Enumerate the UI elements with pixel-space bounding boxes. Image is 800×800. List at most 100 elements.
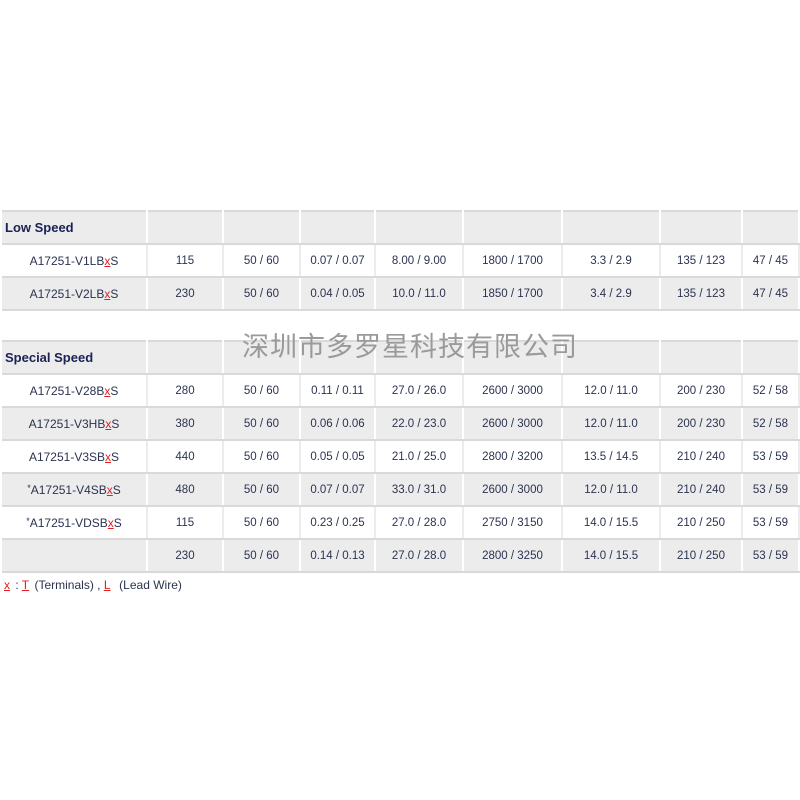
model-cell: *A17251-VDSBxS [2,505,148,540]
value-cell: 8.00 / 9.00 [375,243,464,278]
value-cell: 0.23 / 0.25 [300,505,376,540]
header-cell [300,210,376,245]
header-cell [375,340,464,375]
value-cell: 2600 / 3000 [463,472,563,507]
model-suffix: S [111,449,120,464]
table-row: A17251-V3SBxS 440 50 / 60 0.05 / 0.05 21.0 /… [2,439,800,474]
value-cell: 135 / 123 [660,276,743,311]
value-cell: 480 [147,472,224,507]
table-row: 230 50 / 60 0.14 / 0.13 27.0 / 28.0 2800 / 3… [2,538,800,573]
value-cell: 50 / 60 [223,538,301,573]
value-cell: 53 / 59 [742,505,800,540]
value-cell: 0.04 / 0.05 [300,276,376,311]
model-cell [2,538,148,573]
table-row: A17251-V2LBxS 230 50 / 60 0.04 / 0.05 10.0 /… [2,276,800,311]
value-cell: 12.0 / 11.0 [562,373,661,408]
value-cell: 27.0 / 26.0 [375,373,464,408]
value-cell: 50 / 60 [223,243,301,278]
model-prefix: A17251-V4SB [30,482,107,497]
model-cell: A17251-V3SBxS [2,439,148,474]
value-cell: 14.0 / 15.5 [562,538,661,573]
value-cell: 1800 / 1700 [463,243,563,278]
value-cell: 2800 / 3250 [463,538,563,573]
footnote-t-label: (Terminals) , [31,578,104,592]
value-cell: 2800 / 3200 [463,439,563,474]
value-cell: 52 / 58 [742,406,800,441]
footnote-sep: : [12,578,22,592]
model-x: x [104,253,111,268]
model-x: x [107,515,114,530]
header-cell [223,210,301,245]
model-prefix: A17251-VDSB [29,515,108,530]
footnote-x: x [4,578,10,592]
value-cell: 12.0 / 11.0 [562,406,661,441]
value-cell: 3.4 / 2.9 [562,276,661,311]
header-cell [562,340,661,375]
value-cell: 50 / 60 [223,505,301,540]
value-cell: 50 / 60 [223,373,301,408]
value-cell: 135 / 123 [660,243,743,278]
value-cell: 3.3 / 2.9 [562,243,661,278]
footnote: x : T (Terminals) , L (Lead Wire) [4,578,182,592]
model-suffix: S [110,383,119,398]
value-cell: 0.11 / 0.11 [300,373,376,408]
footnote-l: L [103,578,111,592]
model-prefix: A17251-V28B [29,383,105,398]
value-cell: 50 / 60 [223,472,301,507]
value-cell: 50 / 60 [223,406,301,441]
value-cell: 53 / 59 [742,538,800,573]
table-row: A17251-V1LBxS 115 50 / 60 0.07 / 0.07 8.00 /… [2,243,800,278]
header-cell [742,210,800,245]
value-cell: 380 [147,406,224,441]
model-suffix: S [110,253,119,268]
value-cell: 0.07 / 0.07 [300,472,376,507]
value-cell: 210 / 240 [660,472,743,507]
section-header-row: Special Speed [2,340,800,375]
value-cell: 47 / 45 [742,276,800,311]
value-cell: 2600 / 3000 [463,373,563,408]
model-cell: A17251-V2LBxS [2,276,148,311]
model-suffix: S [110,286,119,301]
value-cell: 280 [147,373,224,408]
value-cell: 0.14 / 0.13 [300,538,376,573]
model-prefix: A17251-V3HB [28,416,106,431]
value-cell: 200 / 230 [660,406,743,441]
value-cell: 10.0 / 11.0 [375,276,464,311]
table-row: *A17251-VDSBxS 115 50 / 60 0.23 / 0.25 27.0 … [2,505,800,540]
model-suffix: S [112,482,121,497]
model-cell: *A17251-V4SBxS [2,472,148,507]
model-x: x [106,482,113,497]
value-cell: 230 [147,538,224,573]
value-cell: 0.05 / 0.05 [300,439,376,474]
footnote-t: T [21,578,30,592]
header-cell [375,210,464,245]
section-title: Low Speed [2,210,148,245]
value-cell: 1850 / 1700 [463,276,563,311]
value-cell: 22.0 / 23.0 [375,406,464,441]
value-cell: 210 / 250 [660,538,743,573]
value-cell: 12.0 / 11.0 [562,472,661,507]
table-row: A17251-V3HBxS 380 50 / 60 0.06 / 0.06 22.0 /… [2,406,800,441]
table-row: A17251-V28BxS 280 50 / 60 0.11 / 0.11 27.0 /… [2,373,800,408]
header-cell [463,340,563,375]
model-prefix: A17251-V3SB [28,449,106,464]
header-cell [147,340,224,375]
header-cell [463,210,563,245]
section-header-row: Low Speed [2,210,800,245]
model-x: x [104,383,111,398]
model-suffix: S [113,515,122,530]
value-cell: 2750 / 3150 [463,505,563,540]
model-cell: A17251-V3HBxS [2,406,148,441]
value-cell: 53 / 59 [742,439,800,474]
watermark: 深圳市多罗星科技有限公司 [242,332,578,363]
value-cell: 440 [147,439,224,474]
value-cell: 13.5 / 14.5 [562,439,661,474]
special-speed-table: Special Speed A17251-V28BxS 280 50 / 60 0.11… [2,340,800,573]
model-cell: A17251-V1LBxS [2,243,148,278]
header-cell [660,210,743,245]
asterisk: * [27,482,31,493]
value-cell: 0.06 / 0.06 [300,406,376,441]
low-speed-table: Low Speed A17251-V1LBxS 115 50 / 60 0.07 / 0… [2,210,800,311]
value-cell: 210 / 240 [660,439,743,474]
model-x: x [104,286,111,301]
